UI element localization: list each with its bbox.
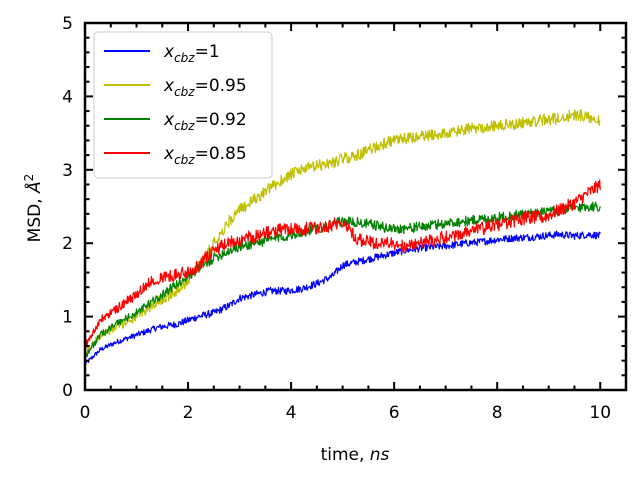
legend: xcbz=1 xcbz=0.95 xcbz=0.92 xcbz=0.85: [93, 31, 273, 179]
tick-labels: 0 2 4 6 8 10 0 1 2 3 4 5: [62, 14, 611, 423]
x-tick-label: 10: [589, 403, 611, 423]
legend-label: xcbz=1: [163, 42, 220, 65]
y-axis-title: MSD, Å2: [22, 174, 45, 243]
legend-label: xcbz=0.92: [163, 110, 247, 133]
y-tick-label: 3: [62, 161, 73, 181]
legend-label: xcbz=0.95: [163, 76, 247, 99]
x-tick-label: 8: [492, 403, 503, 423]
legend-entries: xcbz=1 xcbz=0.95 xcbz=0.92 xcbz=0.85: [104, 42, 247, 167]
x-tick-label: 6: [389, 403, 400, 423]
series-line-2: [84, 109, 601, 354]
x-tick-label: 0: [80, 403, 91, 423]
x-tick-label: 2: [183, 403, 194, 423]
y-tick-label: 1: [62, 308, 73, 328]
y-axis-title-text: MSD,: [25, 193, 45, 242]
y-axis-title-unit: Å: [23, 181, 45, 194]
legend-label: xcbz=0.85: [163, 144, 247, 167]
y-axis-title-exponent: 2: [22, 174, 36, 182]
x-axis-title-text: time,: [321, 445, 370, 465]
plot-frame: [83, 21, 628, 392]
y-tick-label: 0: [62, 381, 73, 401]
series-line-3: [84, 201, 601, 359]
series-line-4: [84, 179, 601, 349]
series-layer: [84, 109, 601, 366]
x-axis-title-unit: ns: [370, 445, 390, 465]
x-tick-label: 4: [286, 403, 297, 423]
series-line-1: [84, 230, 601, 366]
y-tick-label: 2: [62, 234, 73, 254]
legend-frame: [93, 31, 273, 179]
x-axis-title: time, ns: [321, 445, 390, 465]
y-tick-label: 5: [62, 14, 73, 34]
y-tick-label: 4: [62, 87, 73, 107]
